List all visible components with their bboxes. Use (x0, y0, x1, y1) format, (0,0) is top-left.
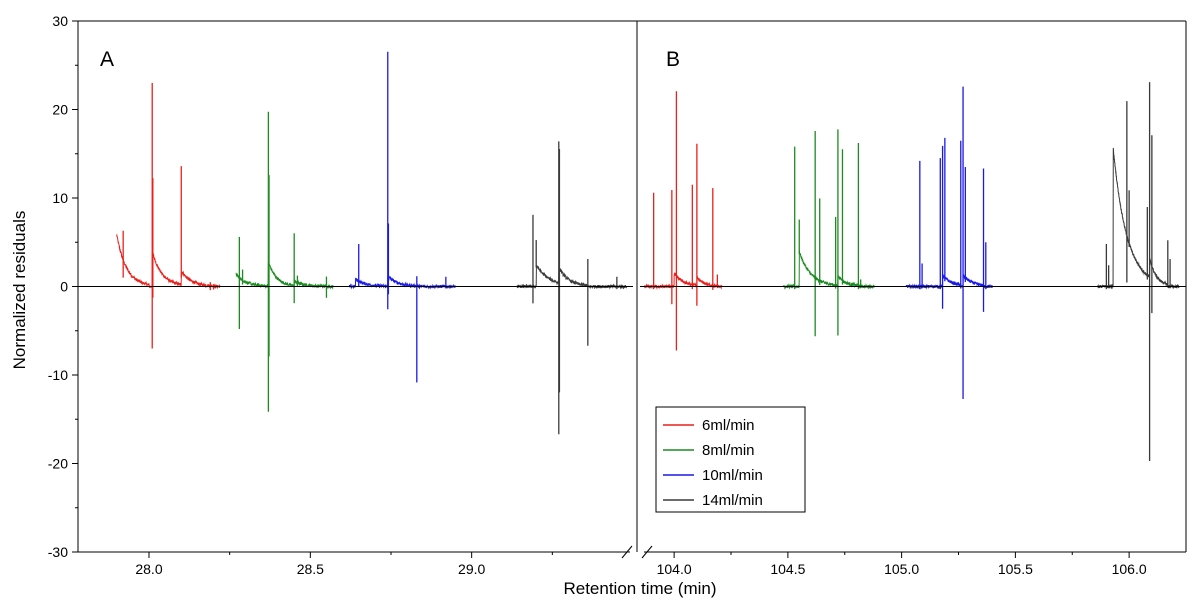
series-line (516, 265, 628, 290)
series-line (644, 272, 723, 290)
legend-label: 6ml/min (702, 417, 755, 434)
y-tick-label: -30 (48, 544, 68, 560)
y-tick-label: -20 (48, 456, 68, 472)
series-1-panel-a (116, 82, 221, 349)
y-tick-label: -10 (48, 367, 68, 383)
axis-break-mark (621, 545, 633, 559)
x-tick-label: 28.5 (297, 561, 324, 577)
x-tick-label: 29.0 (458, 561, 485, 577)
series-layer (116, 51, 1180, 461)
legend: 6ml/min 8ml/min 10ml/min 14ml/min (655, 406, 806, 513)
x-tick-label: 104.5 (770, 561, 805, 577)
series-4-panel-b (1096, 82, 1180, 461)
x-axis-title: Retention time (min) (563, 579, 716, 598)
series-2-panel-a (235, 111, 334, 412)
series-line (1096, 147, 1180, 290)
x-tick-label: 28.0 (135, 561, 162, 577)
series-2-panel-b (782, 129, 875, 337)
series-3-panel-a (348, 51, 456, 383)
series-4-panel-a (516, 141, 628, 435)
y-tick-label: 20 (52, 102, 68, 118)
series-3-panel-b (905, 86, 994, 400)
x-tick-label: 105.5 (998, 561, 1033, 577)
legend-label: 14ml/min (702, 492, 763, 509)
x-tick-label: 105.0 (884, 561, 919, 577)
y-tick-label: 10 (52, 190, 68, 206)
panel-label-a: A (100, 48, 114, 71)
series-line (782, 250, 875, 290)
x-tick-label: 106.0 (1112, 561, 1147, 577)
axes-layer (77, 20, 1187, 559)
y-tick-label: 30 (52, 13, 68, 29)
y-tick-label: 0 (60, 279, 68, 295)
y-axis-title: Normalized residuals (10, 211, 29, 370)
axis-break-mark (641, 545, 653, 559)
ticks-layer: -30 -20 -10 0 10 20 30 28.0 28.5 29.0 104.0 104.5 10… (48, 13, 1147, 577)
series-line (116, 234, 221, 290)
legend-label: 10ml/min (702, 467, 763, 484)
x-tick-label: 104.0 (657, 561, 692, 577)
series-line (235, 259, 334, 290)
series-line (348, 273, 456, 290)
legend-label: 8ml/min (702, 442, 755, 459)
panel-label-b: B (666, 48, 680, 71)
series-1-panel-b (644, 91, 723, 351)
